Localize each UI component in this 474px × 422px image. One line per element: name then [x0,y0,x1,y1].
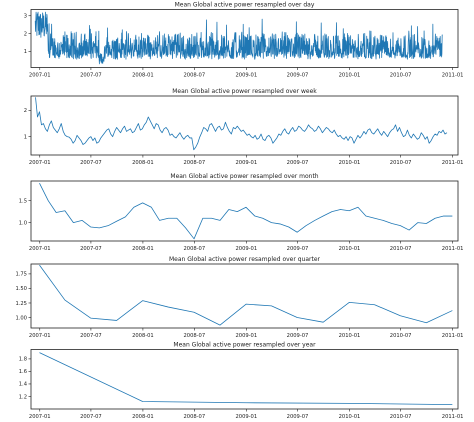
x-tick-label: 2007-07 [80,333,102,339]
x-tick-label: 2007-01 [29,160,51,166]
x-tick-label: 2011-01 [442,160,464,166]
x-tick-label: 2008-01 [132,160,154,166]
series-line [39,183,453,240]
axes-frame [30,9,459,68]
x-tick-label: 2010-01 [339,246,361,252]
subplot-monthly: Mean Global active power resampled over … [19,173,464,252]
x-tick-label: 2010-07 [390,160,412,166]
y-tick-label: 1.75 [15,272,27,278]
subplot-daily: Mean Global active power resampled over … [24,2,464,79]
y-tick-label: 1.4 [19,382,28,388]
subplot-title: Mean Global active power resampled over … [169,256,321,263]
x-tick-label: 2008-01 [132,333,154,339]
y-tick-label: 1.50 [15,286,27,292]
x-tick-label: 2009-01 [235,73,257,79]
x-tick-label: 2007-07 [80,160,102,166]
x-tick-label: 2008-01 [132,414,154,420]
x-tick-label: 2009-07 [287,414,309,420]
y-tick-label: 1.2 [19,394,27,400]
subplot-title: Mean Global active power resampled over … [172,88,317,95]
subplot-title: Mean Global active power resampled over … [175,2,315,9]
x-tick-label: 2009-01 [235,246,257,252]
x-tick-label: 2010-01 [339,333,361,339]
series-line [35,97,448,151]
y-tick-label: 1.5 [19,199,27,205]
series-line [39,264,453,326]
x-tick-label: 2010-07 [390,73,412,79]
y-tick-label: 1.00 [15,315,27,321]
x-tick-label: 2011-01 [442,246,464,252]
series-line [34,11,443,65]
y-tick-label: 1 [24,134,27,140]
x-tick-label: 2009-01 [235,160,257,166]
y-tick-label: 1.8 [19,357,27,363]
x-tick-label: 2007-07 [80,73,102,79]
x-tick-label: 2007-01 [29,333,51,339]
x-tick-label: 2009-01 [235,333,257,339]
subplot-title: Mean Global active power resampled over … [170,173,318,180]
axes-frame [30,95,459,156]
x-tick-label: 2010-07 [390,414,412,420]
x-tick-label: 2009-07 [287,160,309,166]
x-tick-label: 2008-07 [183,246,205,252]
x-tick-label: 2007-01 [29,73,51,79]
x-tick-label: 2010-01 [339,160,361,166]
y-tick-label: 3 [24,14,27,20]
x-tick-label: 2008-07 [183,160,205,166]
x-tick-label: 2011-01 [442,333,464,339]
x-tick-label: 2009-07 [287,333,309,339]
x-tick-label: 2007-01 [29,246,51,252]
y-tick-label: 1 [24,49,27,55]
x-tick-label: 2010-07 [390,333,412,339]
x-tick-label: 2008-07 [183,333,205,339]
x-tick-label: 2009-07 [287,246,309,252]
x-tick-label: 2007-01 [29,414,51,420]
x-tick-label: 2011-01 [442,73,464,79]
subplot-quarterly: Mean Global active power resampled over … [15,256,463,339]
x-tick-label: 2008-07 [183,414,205,420]
x-tick-label: 2009-07 [287,73,309,79]
axes-frame [30,263,459,329]
x-tick-label: 2007-07 [80,414,102,420]
series-line [39,352,453,406]
y-tick-label: 1.25 [15,301,27,307]
x-tick-label: 2010-07 [390,246,412,252]
axes-frame [30,349,459,410]
subplot-yearly: Mean Global active power resampled over … [19,342,464,421]
x-tick-label: 2011-01 [442,414,464,420]
axes-frame [30,180,459,242]
x-tick-label: 2010-01 [339,414,361,420]
x-tick-label: 2008-01 [132,246,154,252]
y-tick-label: 2 [24,108,27,114]
subplot-weekly: Mean Global active power resampled over … [24,88,464,166]
x-tick-label: 2010-01 [339,73,361,79]
x-tick-label: 2009-01 [235,414,257,420]
x-tick-label: 2007-07 [80,246,102,252]
x-tick-label: 2008-07 [183,73,205,79]
subplot-title: Mean Global active power resampled over … [173,342,316,349]
y-tick-label: 1.6 [19,369,27,375]
x-tick-label: 2008-01 [132,73,154,79]
y-tick-label: 2 [24,31,27,37]
y-tick-label: 1.0 [19,220,27,226]
